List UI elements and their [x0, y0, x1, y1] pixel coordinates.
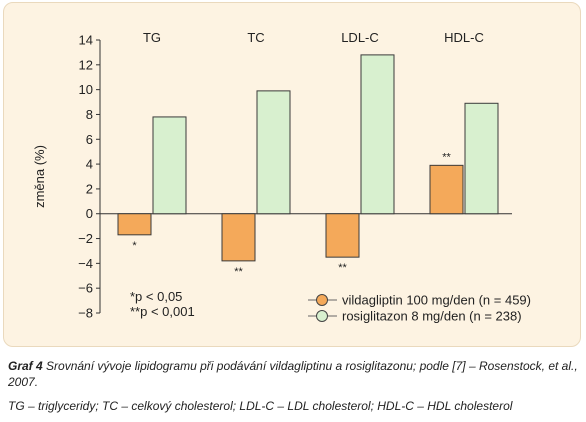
legend-label: rosiglitazon 8 mg/den (n = 238) [342, 309, 522, 324]
y-tick-label: 14 [79, 33, 93, 48]
bar-chart: −8 −6 −4 −2 0 2 4 6 8 10 12 14 změna (%) TG TC LDL-C HDL… [32, 30, 531, 324]
bar [429, 164, 464, 215]
y-tick-label: 12 [79, 57, 93, 72]
bar [221, 213, 256, 262]
bar [325, 213, 360, 258]
y-tick-label: 10 [79, 82, 93, 97]
legend-marker [316, 310, 328, 322]
category-label: HDL-C [444, 30, 484, 45]
significance-marker: * [132, 240, 137, 252]
y-tick-label: 2 [86, 181, 93, 196]
y-tick-label: −6 [78, 281, 93, 296]
figure-caption-label: Graf 4 [8, 359, 43, 373]
category-label: TG [143, 30, 161, 45]
y-tick-label: −4 [78, 256, 93, 271]
significance-marker: ** [234, 266, 243, 278]
figure-caption-text: Srovnání vývoje lipidogramu při podávání… [8, 359, 578, 389]
category-label: LDL-C [341, 30, 379, 45]
bar [117, 213, 152, 236]
legend-marker [316, 294, 328, 306]
bar [464, 102, 499, 215]
y-tick-label: 0 [86, 206, 93, 221]
significance-marker: ** [338, 262, 347, 274]
abbreviations-note: TG – triglyceridy; TC – celkový choleste… [8, 399, 513, 413]
p-value-note: **p < 0,001 [130, 304, 195, 319]
bar [360, 54, 395, 215]
y-tick-label: 6 [86, 132, 93, 147]
figure-caption: Graf 4 Srovnání vývoje lipidogramu při p… [8, 358, 580, 390]
y-axis-label: změna (%) [32, 145, 47, 208]
y-tick-label: −8 [78, 306, 93, 321]
category-label: TC [247, 30, 264, 45]
bar [152, 116, 187, 215]
legend-label: vildagliptin 100 mg/den (n = 459) [342, 293, 531, 308]
y-tick-label: 4 [86, 157, 93, 172]
y-tick-label: −2 [78, 231, 93, 246]
y-tick-label: 8 [86, 107, 93, 122]
significance-marker: ** [442, 151, 451, 163]
p-value-note: *p < 0,05 [130, 289, 182, 304]
bar [256, 90, 291, 215]
